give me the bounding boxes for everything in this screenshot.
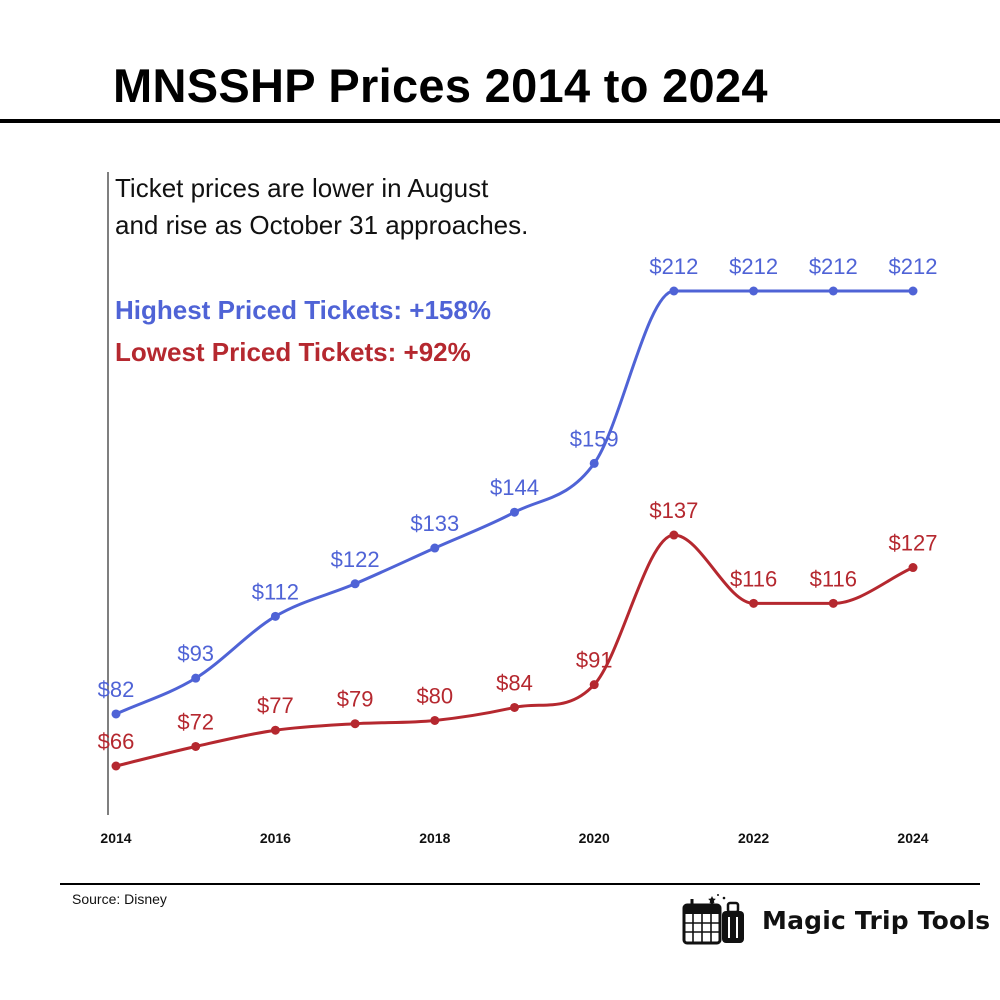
low-label-2015: $72 — [177, 709, 214, 734]
low-label-2016: $77 — [257, 693, 294, 718]
high-point-2022 — [749, 286, 759, 296]
high-point-2024 — [908, 286, 918, 296]
low-series-line — [114, 533, 915, 768]
high-label-2022: $212 — [729, 254, 778, 279]
page-title: MNSSHP Prices 2014 to 2024 — [113, 59, 768, 112]
high-point-2019 — [510, 507, 519, 517]
high-point-2014 — [111, 709, 121, 719]
low-point-2018 — [430, 715, 440, 725]
high-label-2020: $159 — [570, 426, 619, 451]
high-point-2021 — [669, 286, 679, 296]
subtitle-line-2: and rise as October 31 approaches. — [115, 210, 529, 240]
low-label-2020: $91 — [576, 648, 613, 673]
high-point-2017 — [350, 579, 360, 589]
footer-divider — [60, 883, 980, 885]
low-point-2022 — [749, 598, 759, 608]
low-label-2022: $116 — [730, 566, 777, 591]
chart-subtitle: Ticket prices are lower in August and ri… — [115, 170, 528, 244]
brand-logo: Magic Trip Tools — [682, 893, 990, 947]
low-point-2024 — [908, 563, 918, 573]
low-label-2023: $116 — [810, 566, 857, 591]
brand-name: Magic Trip Tools — [762, 905, 991, 935]
low-point-2023 — [828, 598, 838, 608]
title-divider — [0, 119, 1000, 123]
source-note: Source: Disney — [72, 891, 167, 907]
x-tick-2022: 2022 — [738, 830, 769, 846]
high-label-2014: $82 — [98, 677, 135, 702]
high-label-2015: $93 — [177, 641, 214, 666]
low-label-2014: $66 — [98, 729, 135, 754]
high-label-2018: $133 — [410, 511, 459, 536]
low-label-2019: $84 — [496, 670, 533, 695]
low-point-2015 — [191, 741, 201, 751]
highest-priced-stat: Highest Priced Tickets: +158% — [115, 295, 491, 325]
x-tick-2018: 2018 — [419, 830, 450, 846]
x-axis: 2014 2016 2018 2020 2022 2024 — [100, 830, 928, 846]
high-label-2017: $122 — [331, 547, 380, 572]
low-point-2016 — [270, 725, 280, 735]
low-point-2020 — [589, 680, 599, 690]
high-label-2024: $212 — [889, 254, 938, 279]
low-label-2021: $137 — [649, 498, 698, 523]
calendar-luggage-icon — [682, 894, 744, 945]
series-layer: $82 $93 $112 $122 $133 $144 $159 $212 $212 $212 $2… — [98, 254, 938, 771]
low-point-2014 — [111, 761, 121, 771]
high-label-2021: $212 — [649, 254, 698, 279]
low-point-2019 — [510, 702, 519, 712]
line-chart: $82 $93 $112 $122 $133 $144 $159 $212 $212 $212 $2… — [98, 172, 938, 846]
low-label-2018: $80 — [416, 683, 453, 708]
low-point-2017 — [350, 719, 360, 729]
high-series-line — [114, 289, 915, 716]
low-point-2021 — [669, 530, 679, 540]
low-label-2017: $79 — [337, 687, 374, 712]
high-point-2016 — [270, 611, 280, 621]
high-point-2018 — [430, 543, 440, 553]
lowest-priced-stat: Lowest Priced Tickets: +92% — [115, 337, 471, 367]
x-tick-2024: 2024 — [897, 830, 928, 846]
low-label-2024: $127 — [889, 531, 938, 556]
high-label-2019: $144 — [490, 475, 539, 500]
high-point-2023 — [828, 286, 838, 296]
x-tick-2014: 2014 — [100, 830, 131, 846]
high-label-2016: $112 — [252, 579, 299, 604]
high-label-2023: $212 — [809, 254, 858, 279]
high-point-2020 — [589, 458, 599, 468]
subtitle-line-1: Ticket prices are lower in August — [115, 173, 489, 203]
high-point-2015 — [191, 673, 201, 683]
x-tick-2016: 2016 — [260, 830, 291, 846]
x-tick-2020: 2020 — [579, 830, 610, 846]
